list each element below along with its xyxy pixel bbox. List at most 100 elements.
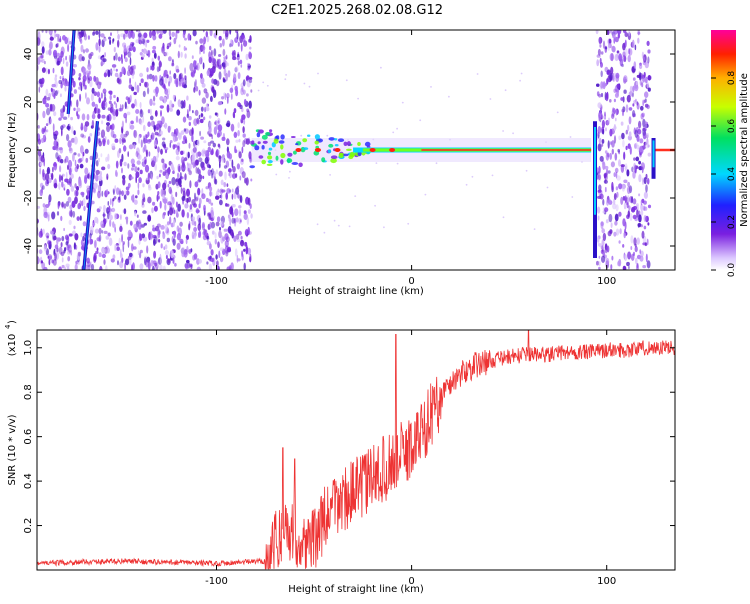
noise-speck bbox=[121, 167, 123, 174]
noise-speck bbox=[92, 110, 95, 120]
noise-speck bbox=[134, 211, 137, 217]
noise-speck bbox=[64, 266, 67, 270]
noise-speck bbox=[95, 30, 99, 35]
noise-speck bbox=[98, 30, 101, 39]
noise-speck bbox=[248, 51, 252, 58]
noise-speck bbox=[230, 93, 233, 100]
noise-speck bbox=[108, 205, 111, 213]
noise-speck bbox=[152, 74, 155, 82]
noise-speck bbox=[198, 89, 201, 96]
noise-speck bbox=[602, 81, 606, 90]
noise-speck bbox=[613, 124, 617, 131]
noise-speck bbox=[232, 50, 234, 59]
noise-speck bbox=[181, 140, 186, 145]
noise-speck bbox=[171, 131, 175, 137]
noise-speck bbox=[604, 91, 607, 101]
noise-speck bbox=[228, 172, 231, 177]
tone-onset-blob bbox=[258, 129, 264, 134]
noise-speck bbox=[103, 96, 107, 103]
noise-speck bbox=[598, 165, 601, 174]
faint-dot bbox=[329, 174, 331, 176]
faint-dot bbox=[308, 85, 311, 88]
noise-speck bbox=[237, 41, 240, 47]
noise-speck bbox=[239, 104, 243, 110]
noise-speck bbox=[184, 78, 187, 86]
noise-speck bbox=[636, 262, 639, 269]
noise-speck bbox=[95, 42, 99, 51]
noise-speck bbox=[81, 135, 86, 139]
noise-speck bbox=[214, 121, 217, 125]
noise-speck bbox=[646, 178, 650, 185]
noise-speck bbox=[157, 151, 159, 158]
noise-speck bbox=[109, 94, 112, 101]
tone-onset-blob bbox=[364, 141, 371, 147]
noise-speck bbox=[172, 58, 174, 63]
noise-speck bbox=[243, 213, 248, 220]
noise-speck bbox=[64, 234, 69, 241]
noise-speck bbox=[170, 195, 173, 203]
noise-speck bbox=[128, 257, 132, 266]
noise-speck bbox=[598, 261, 601, 266]
noise-speck bbox=[233, 112, 236, 119]
noise-speck bbox=[640, 209, 644, 216]
noise-speck bbox=[117, 197, 121, 203]
noise-speck bbox=[626, 202, 629, 209]
noise-speck bbox=[235, 187, 240, 195]
noise-speck bbox=[628, 116, 632, 125]
noise-speck bbox=[156, 30, 159, 35]
noise-speck bbox=[64, 158, 66, 164]
noise-speck bbox=[178, 227, 182, 236]
noise-speck bbox=[76, 110, 79, 117]
noise-speck bbox=[151, 64, 155, 71]
noise-speck bbox=[173, 37, 177, 45]
noise-speck bbox=[150, 173, 153, 180]
noise-speck bbox=[196, 152, 199, 159]
noise-speck bbox=[91, 101, 96, 107]
noise-speck bbox=[175, 191, 178, 198]
noise-speck bbox=[646, 260, 651, 269]
noise-speck bbox=[633, 61, 637, 69]
tone-onset-blob bbox=[257, 141, 261, 145]
noise-speck bbox=[210, 221, 216, 229]
noise-speck bbox=[186, 188, 190, 197]
noise-speck bbox=[152, 35, 155, 41]
noise-speck bbox=[158, 60, 162, 66]
noise-speck bbox=[153, 139, 158, 147]
noise-speck bbox=[611, 140, 615, 148]
noise-speck bbox=[198, 197, 202, 205]
noise-speck bbox=[196, 266, 201, 270]
noise-speck bbox=[97, 113, 101, 119]
noise-speck bbox=[615, 171, 618, 179]
faint-dot bbox=[476, 73, 479, 75]
noise-speck bbox=[45, 30, 48, 34]
noise-speck bbox=[625, 197, 629, 206]
noise-speck bbox=[111, 123, 115, 131]
noise-speck bbox=[602, 249, 605, 258]
faint-dot bbox=[317, 72, 319, 75]
noise-speck bbox=[122, 241, 126, 245]
noise-speck bbox=[62, 78, 65, 82]
faint-dot bbox=[419, 119, 422, 122]
noise-speck bbox=[209, 190, 212, 197]
noise-speck bbox=[629, 85, 633, 93]
noise-speck bbox=[159, 200, 162, 209]
noise-speck bbox=[81, 113, 86, 121]
noise-speck bbox=[103, 72, 107, 78]
noise-speck bbox=[205, 103, 209, 112]
noise-speck bbox=[163, 198, 168, 204]
noise-speck bbox=[203, 30, 205, 33]
noise-speck bbox=[133, 143, 136, 149]
noise-speck bbox=[185, 238, 188, 245]
noise-speck bbox=[160, 243, 163, 249]
noise-speck bbox=[102, 58, 107, 63]
noise-speck bbox=[231, 204, 236, 208]
noise-speck bbox=[216, 58, 220, 67]
noise-speck bbox=[235, 233, 240, 240]
noise-speck bbox=[99, 265, 103, 270]
noise-speck bbox=[89, 133, 93, 137]
noise-speck bbox=[124, 190, 127, 195]
noise-speck bbox=[51, 83, 56, 88]
noise-speck bbox=[628, 107, 633, 111]
faint-dot bbox=[380, 66, 382, 69]
noise-speck bbox=[249, 76, 253, 80]
